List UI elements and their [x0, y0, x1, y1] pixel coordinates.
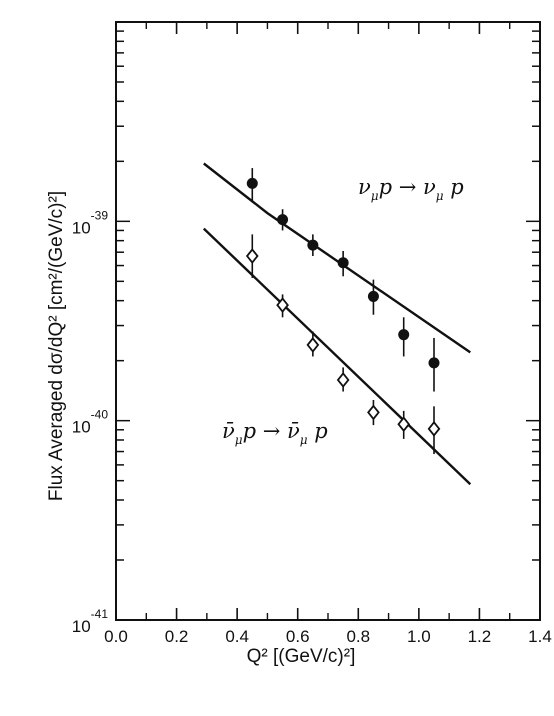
y-tick-label: 10-41	[72, 607, 109, 636]
data-point-filled	[428, 357, 440, 369]
y-tick-base: 10	[72, 218, 91, 237]
y-tick-exponent: -41	[91, 607, 109, 621]
annot-0-part-0: ν	[358, 175, 371, 199]
data-point-filled	[277, 214, 289, 226]
data-point-open-diamond	[336, 372, 350, 388]
annot-0-part-3: ν	[423, 175, 436, 199]
x-tick-label: 0.8	[346, 627, 370, 646]
axis-ticks	[115, 22, 541, 621]
plot-border	[115, 21, 541, 621]
x-tick-label: 0.0	[104, 627, 128, 646]
annot-0-part-2: p →	[379, 175, 423, 199]
annotation-nu-mu-p: νμp → νμ p	[358, 175, 464, 203]
data-point-filled	[337, 257, 349, 269]
data-point-filled	[307, 239, 319, 251]
plot-frame	[115, 21, 541, 621]
fit-line-series-0	[203, 162, 471, 354]
y-tick-base: 10	[72, 617, 91, 636]
annot-1-part-3: ν̄	[287, 419, 300, 443]
data-point-open-diamond	[397, 416, 411, 433]
data-point-filled	[398, 329, 410, 341]
data-point-open-diamond	[245, 248, 259, 264]
fit-lines	[202, 162, 472, 486]
annotation-nubar-mu-p: ν̄μp → ν̄μ p	[222, 419, 328, 447]
data-points	[245, 177, 441, 437]
annot-1-part-5: p	[308, 419, 328, 443]
fit-line-series-1	[202, 227, 472, 486]
x-tick-label: 0.2	[165, 627, 189, 646]
annot-1-part-1: μ	[235, 433, 243, 447]
annot-1-part-4: μ	[300, 433, 308, 447]
y-tick-exponent: -40	[91, 408, 109, 422]
y-tick-label: 10-40	[72, 408, 109, 437]
annot-0-part-5: p	[444, 175, 464, 199]
y-tick-exponent: -39	[91, 208, 109, 222]
x-tick-label: 1.2	[468, 627, 492, 646]
x-axis-title: Q² [(GeV/c)²]	[247, 646, 356, 667]
data-point-filled	[246, 177, 258, 189]
x-tick-label: 0.6	[286, 627, 310, 646]
error-bars	[251, 168, 435, 455]
data-point-open-diamond	[367, 404, 380, 421]
annot-0-part-4: μ	[436, 189, 444, 203]
data-point-filled	[367, 290, 379, 302]
y-tick-base: 10	[72, 418, 91, 437]
annot-1-part-2: p →	[243, 419, 287, 443]
x-tick-label: 1.4	[528, 627, 552, 646]
annot-0-part-1: μ	[371, 189, 379, 203]
data-point-open-diamond	[427, 420, 441, 437]
data-point-open-diamond	[276, 297, 289, 314]
y-axis-title: Flux Averaged dσ/dQ² [cm²/(GeV/c)²]	[46, 191, 67, 501]
x-tick-label: 1.0	[407, 627, 431, 646]
annot-1-part-0: ν̄	[222, 419, 235, 443]
y-tick-label: 10-39	[72, 208, 109, 237]
x-tick-label: 0.4	[225, 627, 249, 646]
data-point-open-diamond	[306, 336, 320, 353]
x-tick-labels: 0.0 0.2 0.4 0.6 0.8 1.0 1.2 1.4	[104, 627, 552, 646]
